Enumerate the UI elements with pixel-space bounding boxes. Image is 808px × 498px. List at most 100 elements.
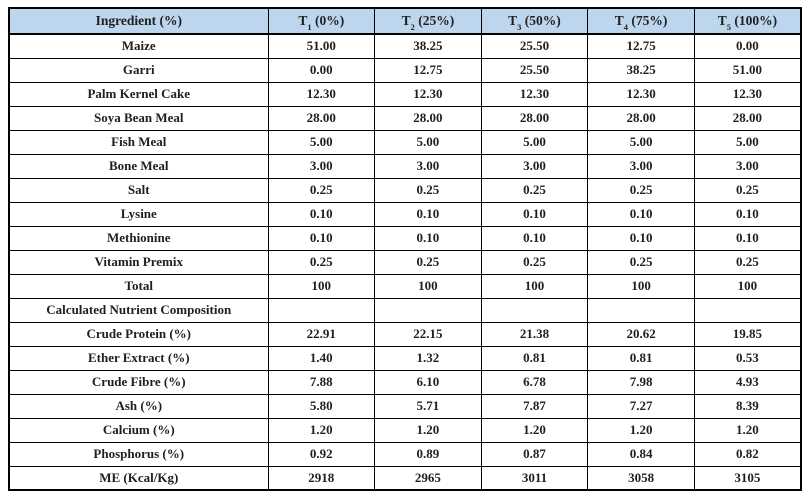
value-cell: 0.10 xyxy=(693,201,802,227)
table-row: Crude Protein (%) 22.91 22.15 21.38 20.62 19.… xyxy=(8,321,802,347)
value-cell: 0.53 xyxy=(693,345,802,371)
value-cell: 3.00 xyxy=(480,153,589,179)
value-cell: 19.85 xyxy=(693,321,802,347)
value-cell: 12.75 xyxy=(374,57,482,83)
value-cell xyxy=(374,297,482,323)
value-cell: 0.10 xyxy=(480,225,589,251)
treatment-column-header: T5 (100%) xyxy=(693,7,802,35)
value-cell: 0.89 xyxy=(374,441,482,467)
header-row: Ingredient (%) T1 (0%) T2 (25%) T3 (50%) T4… xyxy=(8,7,802,35)
row-label: Garri xyxy=(8,57,269,83)
treatment-column-header: T1 (0%) xyxy=(267,7,376,35)
value-cell xyxy=(267,297,376,323)
value-cell: 3105 xyxy=(693,465,802,491)
table-row: Maize 51.00 38.25 25.50 12.75 0.00 xyxy=(8,33,802,59)
value-cell: 28.00 xyxy=(374,105,482,131)
row-label: Total xyxy=(8,273,269,299)
value-cell: 0.87 xyxy=(480,441,589,467)
value-cell: 12.30 xyxy=(480,81,589,107)
row-label: Lysine xyxy=(8,201,269,227)
value-cell: 0.10 xyxy=(693,225,802,251)
value-cell: 0.81 xyxy=(480,345,589,371)
row-label: Calcium (%) xyxy=(8,417,269,443)
value-cell: 3.00 xyxy=(267,153,376,179)
table-row: Bone Meal 3.00 3.00 3.00 3.00 3.00 xyxy=(8,153,802,179)
value-cell: 1.32 xyxy=(374,345,482,371)
row-label: Crude Fibre (%) xyxy=(8,369,269,395)
value-cell: 1.20 xyxy=(267,417,376,443)
value-cell: 7.87 xyxy=(480,393,589,419)
value-cell: 5.00 xyxy=(374,129,482,155)
treatment-column-header: T4 (75%) xyxy=(587,7,695,35)
value-cell: 0.10 xyxy=(374,201,482,227)
value-cell: 0.10 xyxy=(480,201,589,227)
value-cell: 100 xyxy=(267,273,376,299)
value-cell: 0.25 xyxy=(267,177,376,203)
table-row: Garri 0.00 12.75 25.50 38.25 51.00 xyxy=(8,57,802,83)
value-cell: 100 xyxy=(693,273,802,299)
value-cell: 0.25 xyxy=(480,249,589,275)
value-cell: 0.00 xyxy=(693,33,802,59)
table-row: Crude Fibre (%) 7.88 6.10 6.78 7.98 4.93 xyxy=(8,369,802,395)
value-cell: 12.30 xyxy=(587,81,695,107)
value-cell: 0.81 xyxy=(587,345,695,371)
value-cell: 1.20 xyxy=(374,417,482,443)
value-cell: 22.91 xyxy=(267,321,376,347)
value-cell: 0.00 xyxy=(267,57,376,83)
value-cell: 25.50 xyxy=(480,33,589,59)
row-label: Phosphorus (%) xyxy=(8,441,269,467)
value-cell: 3.00 xyxy=(693,153,802,179)
value-cell: 12.75 xyxy=(587,33,695,59)
value-cell: 2918 xyxy=(267,465,376,491)
value-cell: 7.27 xyxy=(587,393,695,419)
value-cell: 0.25 xyxy=(374,249,482,275)
value-cell: 5.00 xyxy=(587,129,695,155)
row-label: Salt xyxy=(8,177,269,203)
table-row: Salt 0.25 0.25 0.25 0.25 0.25 xyxy=(8,177,802,203)
value-cell: 6.10 xyxy=(374,369,482,395)
row-label: Fish Meal xyxy=(8,129,269,155)
table-body: Maize 51.00 38.25 25.50 12.75 0.00 Garri 0.00 12… xyxy=(8,33,802,491)
row-label: ME (Kcal/Kg) xyxy=(8,465,269,491)
row-label: Ether Extract (%) xyxy=(8,345,269,371)
value-cell: 5.80 xyxy=(267,393,376,419)
value-cell: 3058 xyxy=(587,465,695,491)
value-cell: 20.62 xyxy=(587,321,695,347)
treatment-subscript: 4 xyxy=(623,22,629,33)
value-cell: 38.25 xyxy=(374,33,482,59)
value-cell: 5.00 xyxy=(480,129,589,155)
row-label: Palm Kernel Cake xyxy=(8,81,269,107)
value-cell: 8.39 xyxy=(693,393,802,419)
table-row: Total 100 100 100 100 100 xyxy=(8,273,802,299)
value-cell: 28.00 xyxy=(693,105,802,131)
table-row: Phosphorus (%) 0.92 0.89 0.87 0.84 0.82 xyxy=(8,441,802,467)
value-cell: 4.93 xyxy=(693,369,802,395)
value-cell: 1.20 xyxy=(693,417,802,443)
value-cell: 5.00 xyxy=(693,129,802,155)
row-label: Ash (%) xyxy=(8,393,269,419)
value-cell: 0.92 xyxy=(267,441,376,467)
value-cell: 5.71 xyxy=(374,393,482,419)
table-row: Vitamin Premix 0.25 0.25 0.25 0.25 0.25 xyxy=(8,249,802,275)
value-cell: 1.20 xyxy=(587,417,695,443)
table-row: Palm Kernel Cake 12.30 12.30 12.30 12.30 12.3… xyxy=(8,81,802,107)
ingredient-column-header: Ingredient (%) xyxy=(8,7,269,35)
value-cell: 28.00 xyxy=(267,105,376,131)
table-row: Ether Extract (%) 1.40 1.32 0.81 0.81 0.53 xyxy=(8,345,802,371)
value-cell: 1.40 xyxy=(267,345,376,371)
value-cell: 7.88 xyxy=(267,369,376,395)
treatment-column-header: T3 (50%) xyxy=(480,7,589,35)
value-cell: 25.50 xyxy=(480,57,589,83)
value-cell: 100 xyxy=(587,273,695,299)
treatment-column-header: T2 (25%) xyxy=(374,7,482,35)
row-label: Methionine xyxy=(8,225,269,251)
value-cell: 6.78 xyxy=(480,369,589,395)
table-row: Ash (%) 5.80 5.71 7.87 7.27 8.39 xyxy=(8,393,802,419)
row-label: Calculated Nutrient Composition xyxy=(8,297,269,323)
value-cell: 3.00 xyxy=(374,153,482,179)
value-cell: 12.30 xyxy=(374,81,482,107)
value-cell: 2965 xyxy=(374,465,482,491)
table-row: Fish Meal 5.00 5.00 5.00 5.00 5.00 xyxy=(8,129,802,155)
value-cell: 38.25 xyxy=(587,57,695,83)
value-cell: 0.10 xyxy=(587,225,695,251)
